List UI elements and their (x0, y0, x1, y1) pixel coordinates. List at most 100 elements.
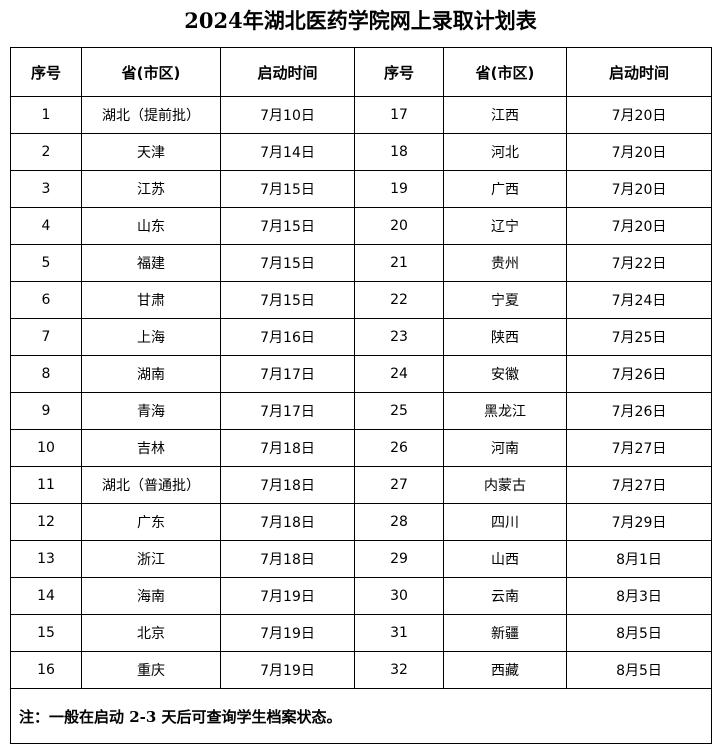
cell-index: 18 (354, 133, 444, 171)
cell-start-date: 7月27日 (566, 466, 712, 504)
cell-start-date: 7月10日 (220, 96, 355, 134)
cell-start-date: 8月5日 (566, 651, 712, 689)
cell-province: 云南 (443, 577, 567, 615)
cell-province: 河北 (443, 133, 567, 171)
cell-index: 3 (10, 170, 82, 208)
cell-index: 29 (354, 540, 444, 578)
cell-index: 19 (354, 170, 444, 208)
cell-province: 北京 (81, 614, 221, 652)
cell-index: 26 (354, 429, 444, 467)
cell-start-date: 7月20日 (566, 170, 712, 208)
cell-index: 25 (354, 392, 444, 430)
cell-province: 贵州 (443, 244, 567, 282)
cell-start-date: 7月26日 (566, 355, 712, 393)
table-row: 16 重庆 7月19日 32 西藏 8月5日 (10, 651, 712, 689)
cell-province: 内蒙古 (443, 466, 567, 504)
table-row: 6 甘肃 7月15日 22 宁夏 7月24日 (10, 281, 712, 319)
cell-index: 21 (354, 244, 444, 282)
cell-start-date: 7月29日 (566, 503, 712, 541)
cell-index: 31 (354, 614, 444, 652)
cell-province: 重庆 (81, 651, 221, 689)
cell-start-date: 7月22日 (566, 244, 712, 282)
cell-province: 四川 (443, 503, 567, 541)
cell-start-date: 8月1日 (566, 540, 712, 578)
table-row: 12 广东 7月18日 28 四川 7月29日 (10, 503, 712, 541)
cell-index: 30 (354, 577, 444, 615)
cell-index: 12 (10, 503, 82, 541)
cell-start-date: 7月20日 (566, 207, 712, 245)
cell-province: 新疆 (443, 614, 567, 652)
cell-province: 浙江 (81, 540, 221, 578)
cell-start-date: 7月25日 (566, 318, 712, 356)
cell-province: 广东 (81, 503, 221, 541)
note-text: 注：一般在启动 2-3 天后可查询学生档案状态。 (10, 688, 712, 744)
cell-province: 湖北（提前批） (81, 96, 221, 134)
cell-start-date: 7月26日 (566, 392, 712, 430)
cell-start-date: 7月15日 (220, 281, 355, 319)
cell-province: 海南 (81, 577, 221, 615)
cell-start-date: 8月3日 (566, 577, 712, 615)
cell-start-date: 7月15日 (220, 207, 355, 245)
admission-schedule-table: 序号 省(市区) 启动时间 序号 省(市区) 启动时间 1 湖北（提前批） 7月10… (10, 47, 712, 744)
cell-province: 福建 (81, 244, 221, 282)
cell-index: 4 (10, 207, 82, 245)
cell-index: 8 (10, 355, 82, 393)
cell-index: 10 (10, 429, 82, 467)
cell-start-date: 7月15日 (220, 244, 355, 282)
cell-province: 湖南 (81, 355, 221, 393)
cell-province: 陕西 (443, 318, 567, 356)
header-index: 序号 (354, 47, 444, 97)
cell-province: 山西 (443, 540, 567, 578)
cell-index: 16 (10, 651, 82, 689)
cell-index: 2 (10, 133, 82, 171)
cell-index: 1 (10, 96, 82, 134)
cell-start-date: 8月5日 (566, 614, 712, 652)
cell-province: 湖北（普通批） (81, 466, 221, 504)
cell-province: 广西 (443, 170, 567, 208)
cell-start-date: 7月18日 (220, 540, 355, 578)
cell-start-date: 7月18日 (220, 503, 355, 541)
table-row: 9 青海 7月17日 25 黑龙江 7月26日 (10, 392, 712, 430)
cell-index: 6 (10, 281, 82, 319)
cell-province: 辽宁 (443, 207, 567, 245)
cell-index: 13 (10, 540, 82, 578)
cell-start-date: 7月18日 (220, 466, 355, 504)
cell-province: 山东 (81, 207, 221, 245)
cell-province: 天津 (81, 133, 221, 171)
header-province: 省(市区) (81, 47, 221, 97)
cell-index: 15 (10, 614, 82, 652)
cell-start-date: 7月24日 (566, 281, 712, 319)
cell-index: 9 (10, 392, 82, 430)
cell-start-date: 7月19日 (220, 614, 355, 652)
header-province: 省(市区) (443, 47, 567, 97)
cell-start-date: 7月19日 (220, 577, 355, 615)
header-row: 序号 省(市区) 启动时间 序号 省(市区) 启动时间 (10, 47, 712, 97)
cell-index: 14 (10, 577, 82, 615)
cell-index: 24 (354, 355, 444, 393)
cell-province: 宁夏 (443, 281, 567, 319)
header-index: 序号 (10, 47, 82, 97)
header-start-date: 启动时间 (566, 47, 712, 97)
cell-index: 20 (354, 207, 444, 245)
cell-index: 28 (354, 503, 444, 541)
cell-start-date: 7月16日 (220, 318, 355, 356)
cell-province: 西藏 (443, 651, 567, 689)
cell-index: 7 (10, 318, 82, 356)
cell-start-date: 7月15日 (220, 170, 355, 208)
table-row: 4 山东 7月15日 20 辽宁 7月20日 (10, 207, 712, 245)
table-row: 13 浙江 7月18日 29 山西 8月1日 (10, 540, 712, 578)
cell-province: 吉林 (81, 429, 221, 467)
cell-index: 32 (354, 651, 444, 689)
cell-province: 黑龙江 (443, 392, 567, 430)
cell-start-date: 7月27日 (566, 429, 712, 467)
table-row: 2 天津 7月14日 18 河北 7月20日 (10, 133, 712, 171)
page-title: 2024年湖北医药学院网上录取计划表 (184, 8, 537, 33)
header-start-date: 启动时间 (220, 47, 355, 97)
cell-province: 安徽 (443, 355, 567, 393)
cell-index: 23 (354, 318, 444, 356)
table-row: 5 福建 7月15日 21 贵州 7月22日 (10, 244, 712, 282)
cell-index: 22 (354, 281, 444, 319)
table-row: 3 江苏 7月15日 19 广西 7月20日 (10, 170, 712, 208)
cell-start-date: 7月14日 (220, 133, 355, 171)
cell-start-date: 7月18日 (220, 429, 355, 467)
